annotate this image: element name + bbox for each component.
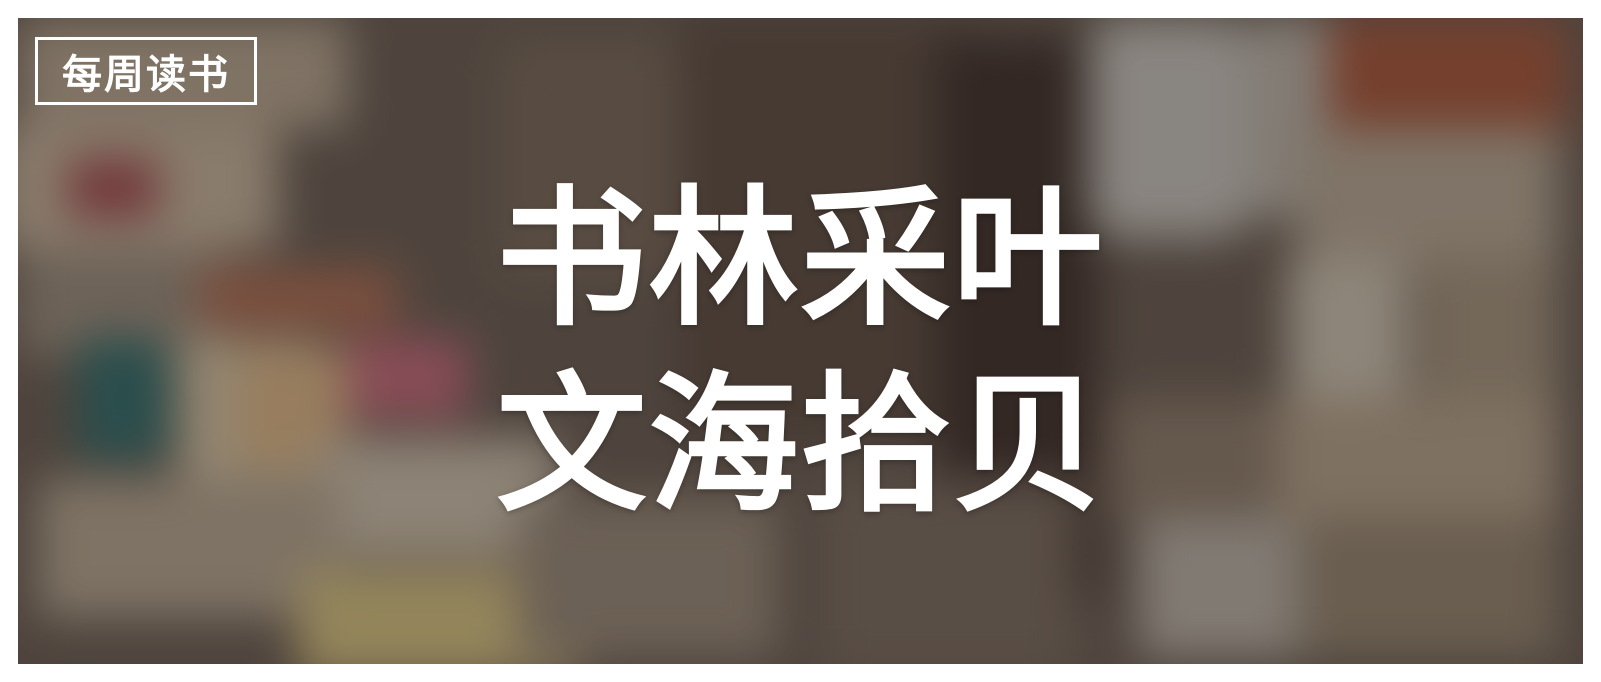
- dark-overlay: [18, 18, 1583, 664]
- blurred-bookshelves-background: [18, 18, 1583, 664]
- title-line-2: 文海拾贝: [496, 357, 1105, 533]
- badge-label: 每周读书: [62, 51, 230, 98]
- weekly-reading-badge: 每周读书: [35, 37, 257, 105]
- title-line-1: 书林采叶: [496, 171, 1105, 347]
- banner-image: 每周读书 书林采叶 文海拾贝: [18, 18, 1583, 664]
